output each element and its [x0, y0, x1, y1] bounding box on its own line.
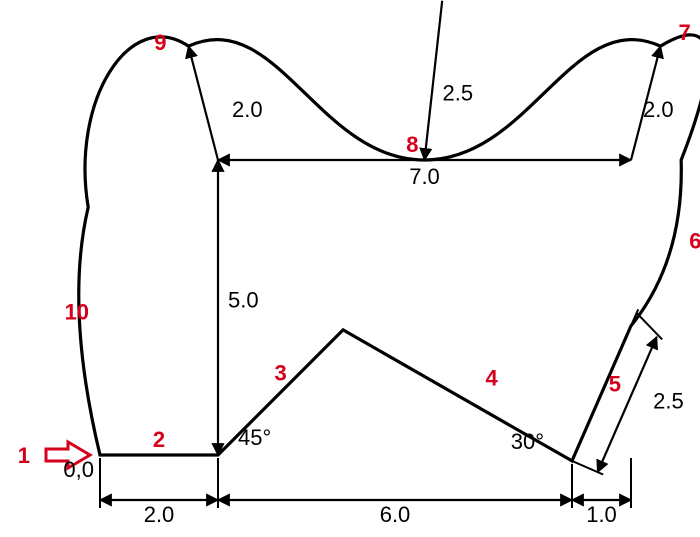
- diagram-segment_labels-s4-label: 4: [486, 365, 499, 390]
- diagram-segment_labels-s10-label: 10: [65, 299, 89, 324]
- diagram-dimensions-angle_left-label: 45°: [238, 425, 271, 450]
- diagram-segment_labels-s2-label: 2: [153, 427, 165, 452]
- diagram-dimensions-bottom1-label: 2.0: [144, 502, 175, 527]
- diagram-segment_labels-s3-label: 3: [275, 360, 287, 385]
- diagram-dimensions-dip-label: 2.5: [443, 80, 474, 105]
- dimension-lines: [100, 1, 661, 500]
- diagram-segment_labels-s1-label: 1: [18, 443, 30, 468]
- labels: 2.0 6.0 1.0 45° 30° 2.5 5.0 7.0 2.0 2.0 2.5 0,0 1 2 3 4…: [18, 20, 700, 527]
- diagram-segment_labels-s7-label: 7: [679, 20, 691, 45]
- diagram-segment_labels-s9-label: 9: [154, 30, 166, 55]
- diagram-dimensions-origin-label: 0,0: [63, 457, 94, 482]
- diagram-dimensions-right_diag-label: 2.5: [653, 389, 684, 414]
- diagram-segment_labels-s5-label: 5: [609, 371, 621, 396]
- diagram-dimensions-bottom3-label: 1.0: [586, 502, 617, 527]
- diagram-segment_labels-s8-label: 8: [406, 132, 418, 157]
- shape-outline: [79, 35, 700, 461]
- diagram-dimensions-angle_right-label: 30°: [511, 429, 544, 454]
- diagram-dimensions-radius_right-label: 2.0: [643, 97, 674, 122]
- extension-lines: [100, 309, 662, 508]
- engineering-diagram: 2.0 6.0 1.0 45° 30° 2.5 5.0 7.0 2.0 2.0 2.5 0,0 1 2 3 4…: [0, 0, 700, 537]
- diagram-dimensions-horiz7-label: 7.0: [409, 164, 440, 189]
- diagram-dimensions-radius_left-label: 2.0: [232, 97, 263, 122]
- diagram-dimensions-vertical5-label: 5.0: [228, 288, 259, 313]
- diagram-dimensions-bottom2-label: 6.0: [380, 502, 411, 527]
- diagram-segment_labels-s6-label: 6: [689, 229, 700, 254]
